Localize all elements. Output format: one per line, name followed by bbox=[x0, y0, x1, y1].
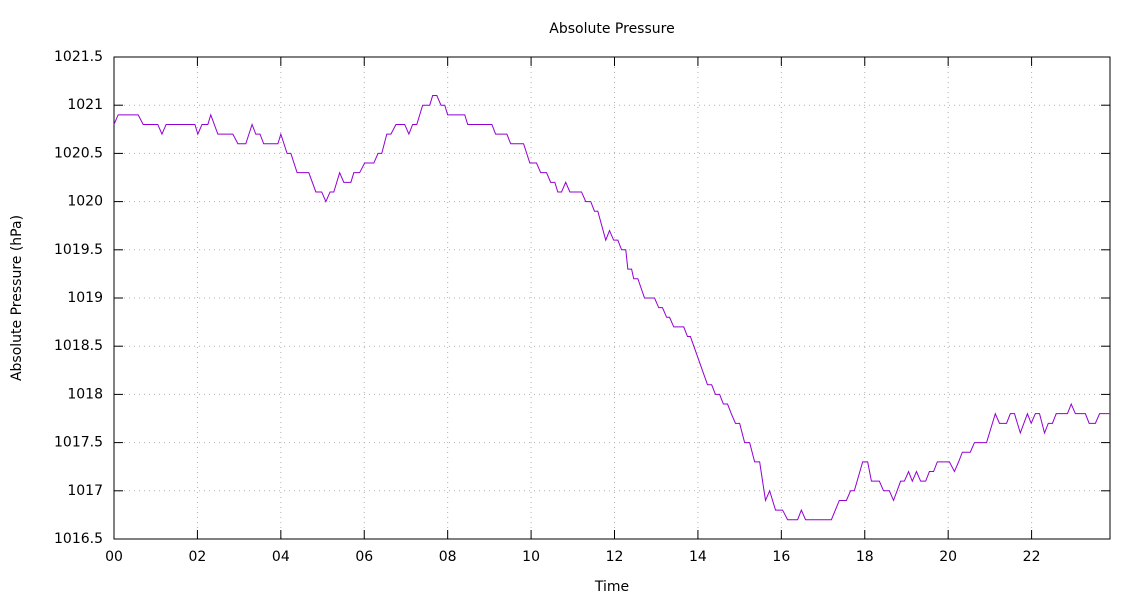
y-tick-label: 1020.5 bbox=[54, 145, 103, 161]
x-tick-label: 20 bbox=[939, 549, 957, 565]
chart-title: Absolute Pressure bbox=[549, 21, 674, 37]
x-tick-label: 14 bbox=[689, 549, 707, 565]
y-tick-label: 1017 bbox=[67, 483, 103, 499]
y-tick-label: 1018.5 bbox=[54, 338, 103, 354]
x-tick-label: 22 bbox=[1023, 549, 1041, 565]
x-tick-label: 10 bbox=[522, 549, 540, 565]
x-tick-label: 00 bbox=[105, 549, 123, 565]
x-tick-label: 02 bbox=[189, 549, 207, 565]
x-tick-label: 16 bbox=[772, 549, 790, 565]
x-tick-label: 06 bbox=[355, 549, 373, 565]
x-tick-label: 08 bbox=[439, 549, 457, 565]
y-tick-label: 1021 bbox=[67, 97, 103, 113]
x-tick-label: 12 bbox=[606, 549, 624, 565]
data-line bbox=[113, 95, 1110, 521]
y-tick-label: 1017.5 bbox=[54, 435, 103, 451]
x-axis-label: Time bbox=[594, 579, 629, 595]
y-tick-label: 1016.5 bbox=[54, 531, 103, 547]
y-tick-label: 1018 bbox=[67, 386, 103, 402]
plot-border bbox=[113, 56, 1111, 540]
y-tick-label: 1021.5 bbox=[54, 49, 103, 65]
y-tick-label: 1019 bbox=[67, 290, 103, 306]
y-tick-label: 1019.5 bbox=[54, 242, 103, 258]
y-axis-label: Absolute Pressure (hPa) bbox=[9, 215, 25, 381]
x-tick-label: 18 bbox=[856, 549, 874, 565]
x-tick-label: 04 bbox=[272, 549, 290, 565]
y-tick-label: 1020 bbox=[67, 194, 103, 210]
